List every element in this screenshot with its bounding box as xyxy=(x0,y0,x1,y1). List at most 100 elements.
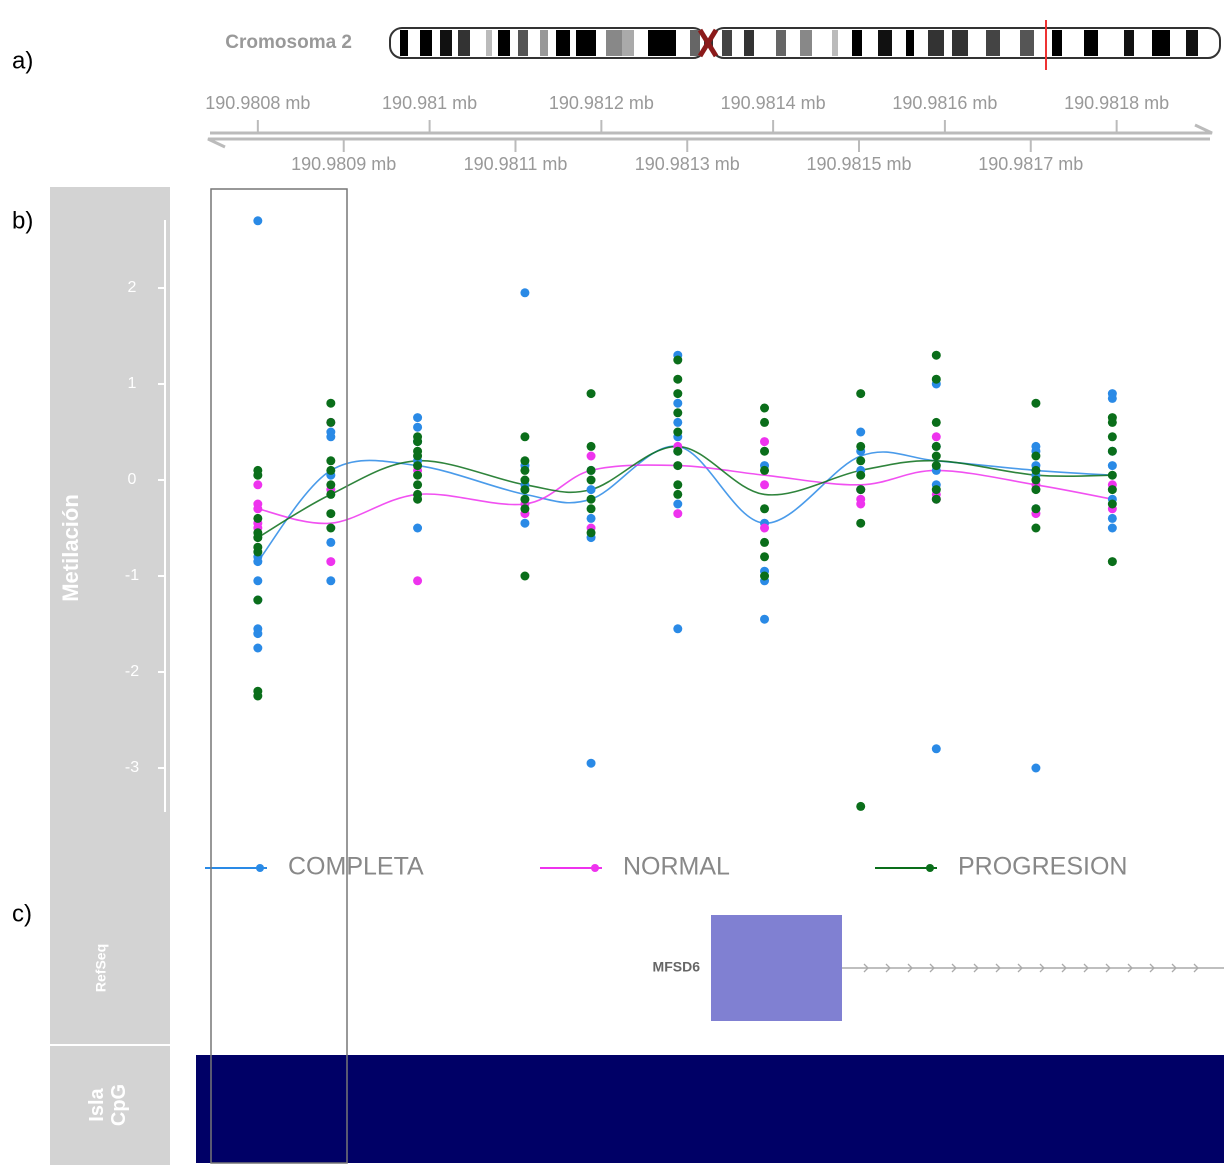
point xyxy=(1031,451,1041,461)
ideogram-band xyxy=(1084,30,1098,56)
point xyxy=(760,552,770,562)
point xyxy=(673,461,683,471)
point xyxy=(586,465,596,475)
strand-arrow xyxy=(1039,963,1045,973)
strand-arrow xyxy=(929,963,935,973)
genome-axis-label: 190.9817 mb xyxy=(978,154,1083,174)
ideogram-band xyxy=(906,30,914,56)
point xyxy=(586,389,596,399)
point xyxy=(856,456,866,466)
strand-arrow xyxy=(1149,963,1155,973)
ideogram-band xyxy=(1186,30,1198,56)
point xyxy=(253,691,263,701)
legend-label: COMPLETA xyxy=(288,853,424,881)
point xyxy=(253,547,263,557)
point xyxy=(413,413,423,423)
point xyxy=(253,576,263,586)
point xyxy=(1107,417,1117,427)
point xyxy=(760,437,770,447)
y-tick-label: 1 xyxy=(128,375,137,392)
point xyxy=(253,629,263,639)
strand-arrow xyxy=(1127,963,1133,973)
point xyxy=(253,643,263,653)
strand-arrow xyxy=(907,963,913,973)
point xyxy=(931,485,941,495)
point xyxy=(326,427,336,437)
point xyxy=(673,509,683,519)
point xyxy=(326,509,336,519)
genome-axis-label: 190.9808 mb xyxy=(205,93,310,113)
point xyxy=(673,374,683,384)
point xyxy=(673,489,683,499)
point xyxy=(520,485,530,495)
strand-arrows xyxy=(863,963,1199,973)
point xyxy=(760,465,770,475)
track-title-panel xyxy=(50,187,170,1165)
point xyxy=(931,374,941,384)
centromere xyxy=(697,28,719,58)
point xyxy=(413,461,423,471)
point xyxy=(520,518,530,528)
point xyxy=(520,504,530,514)
point xyxy=(413,480,423,490)
point xyxy=(586,513,596,523)
ideogram-band xyxy=(744,30,754,56)
point xyxy=(413,523,423,533)
point xyxy=(673,398,683,408)
highlight-box xyxy=(210,188,348,1164)
strand-arrow xyxy=(973,963,979,973)
point xyxy=(1031,523,1041,533)
legend-dot xyxy=(926,864,934,872)
ideogram-band xyxy=(1124,30,1134,56)
point xyxy=(931,350,941,360)
point xyxy=(253,557,263,567)
point xyxy=(856,441,866,451)
point xyxy=(931,744,941,754)
point xyxy=(520,465,530,475)
ideogram-band xyxy=(400,30,408,56)
point xyxy=(1107,393,1117,403)
point xyxy=(856,499,866,509)
point xyxy=(1107,432,1117,442)
point xyxy=(760,523,770,533)
point xyxy=(1107,470,1117,480)
strand-arrow xyxy=(995,963,1001,973)
point xyxy=(760,537,770,547)
point xyxy=(856,470,866,480)
genome-axis-label: 190.9813 mb xyxy=(635,154,740,174)
point xyxy=(1107,523,1117,533)
point xyxy=(1107,557,1117,567)
ideogram-band xyxy=(722,30,732,56)
point xyxy=(326,576,336,586)
trend-line xyxy=(257,445,1113,539)
point xyxy=(520,475,530,485)
point xyxy=(1107,461,1117,471)
point xyxy=(253,504,263,514)
point xyxy=(520,494,530,504)
point xyxy=(931,451,941,461)
point xyxy=(760,417,770,427)
genome-axis-label: 190.9816 mb xyxy=(892,93,997,113)
ideogram-band xyxy=(878,30,892,56)
point xyxy=(931,494,941,504)
point xyxy=(673,480,683,490)
point xyxy=(520,288,530,298)
legend-label: PROGRESION xyxy=(958,853,1127,881)
strand-arrow xyxy=(1105,963,1111,973)
genome-axis-label: 190.9815 mb xyxy=(806,154,911,174)
point xyxy=(1031,504,1041,514)
point xyxy=(586,528,596,538)
point xyxy=(326,489,336,499)
y-tick-label: 0 xyxy=(128,471,137,488)
track-title: Isla CpG xyxy=(86,1083,130,1127)
ideogram-band xyxy=(518,30,528,56)
point xyxy=(586,451,596,461)
panel-label: c) xyxy=(12,900,32,927)
y-tick-label: -1 xyxy=(125,567,139,584)
strand-arrow xyxy=(1061,963,1067,973)
point xyxy=(253,216,263,226)
trend-line xyxy=(257,464,1113,525)
point xyxy=(673,408,683,418)
strand-arrow xyxy=(951,963,957,973)
point xyxy=(760,571,770,581)
